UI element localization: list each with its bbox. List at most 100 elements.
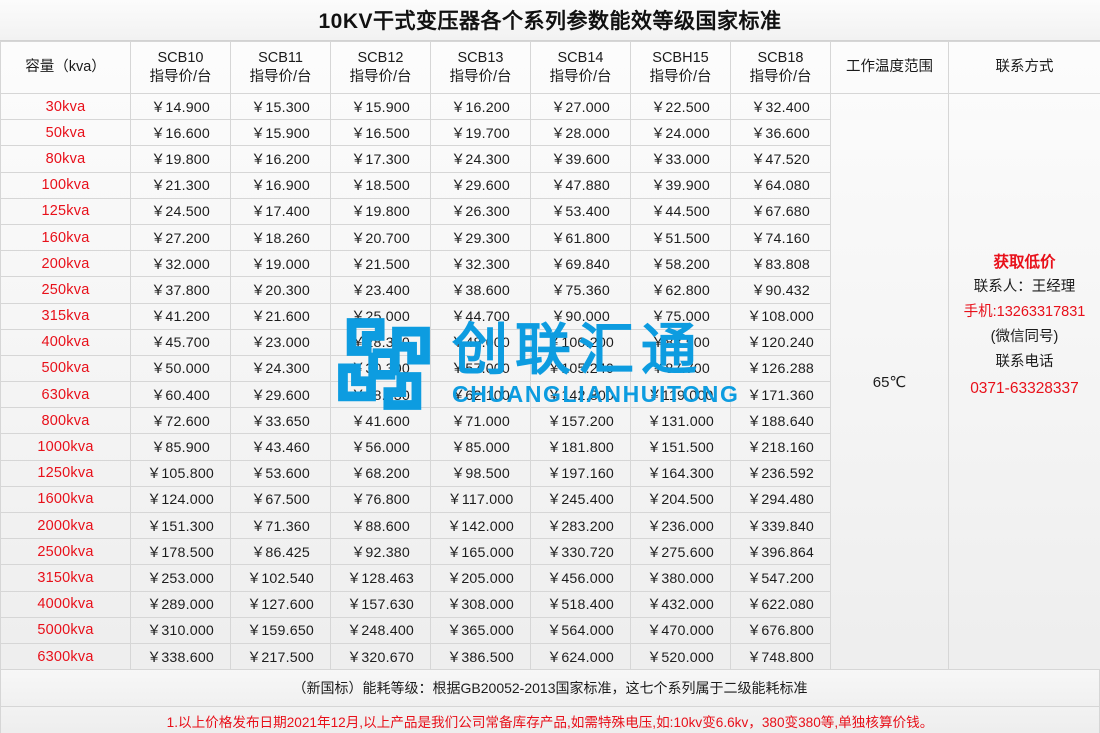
table-row: 1250kva ￥105.800 ￥53.600 ￥68.200 ￥98.500 ￥197… [0,459,1100,487]
page-title-row: 10KV干式变压器各个系列参数能效等级国家标准 [0,0,1100,41]
cell-price: ￥338.600 [130,642,231,671]
cell-price: ￥217.500 [230,642,331,671]
cell-price: ￥29.600 [230,381,331,409]
cell-price: ￥30.300 [330,354,431,383]
header-cell-scb12: SCB12 指导价/台 [330,41,431,94]
cell-price: ￥23.000 [230,328,331,356]
header-cell-temperature: 工作温度范围 [830,41,949,94]
cell-price: ￥85.900 [130,433,231,461]
cell-price: ￥124.000 [130,485,231,514]
cell-price: ￥142.800 [530,381,631,409]
cell-price: ￥308.000 [430,590,531,618]
cell-price: ￥676.800 [730,616,831,644]
cell-price: ￥75.000 [630,302,731,330]
cell-price: ￥67.680 [730,197,831,225]
cell-price: ￥117.000 [430,485,531,514]
cell-price: ￥248.400 [330,616,431,644]
cell-capacity: 125kva [0,197,131,225]
cell-price: ￥16.500 [330,119,431,147]
cell-price: ￥380.000 [630,564,731,592]
cell-price: ￥19.800 [330,197,431,225]
cell-price: ￥432.000 [630,590,731,618]
contact-wechat: (微信同号) [990,329,1059,346]
price-table: 容量（kva） SCB10 指导价/台 SCB11 指导价/台 SCB12 指导… [0,41,1100,671]
cell-price: ￥386.500 [430,642,531,671]
cell-price: ￥68.200 [330,459,431,487]
cell-price: ￥51.500 [630,223,731,252]
cell-price: ￥236.592 [730,459,831,487]
table-body: 30kva ￥14.900 ￥15.300 ￥15.900 ￥16.200 ￥27.000… [0,92,1100,671]
table-row: 315kva ￥41.200 ￥21.600 ￥25.000 ￥44.700 ￥90.00… [0,302,1100,330]
cell-price: ￥47.520 [730,145,831,173]
cell-price: ￥19.000 [230,250,331,278]
cell-price: ￥19.700 [430,119,531,147]
cell-price: ￥27.000 [530,92,631,121]
cell-capacity: 5000kva [0,616,131,644]
cell-price: ￥62.100 [430,381,531,409]
cell-price: ￥28.000 [530,119,631,147]
cell-price: ￥339.840 [730,511,831,540]
contact-panel: 获取低价 联系人：王经理 手机:13263317831 (微信同号) 联系电话 0371-… [949,254,1100,509]
cell-price: ￥108.000 [730,302,831,330]
cell-capacity: 2500kva [0,538,131,566]
cell-price: ￥15.900 [330,92,431,121]
cell-price: ￥29.600 [430,171,531,199]
table-row: 4000kva ￥289.000 ￥127.600 ￥157.630 ￥308.000 ￥… [0,590,1100,618]
cell-price: ￥17.300 [330,145,431,173]
cell-contact: 获取低价 联系人：王经理 手机:13263317831 (微信同号) 联系电话 0371-… [948,92,1100,671]
red-notes: 1.以上价格发布日期2021年12月,以上产品是我们公司常备库存产品,如需特殊电… [0,707,1100,733]
page-title: 10KV干式变压器各个系列参数能效等级国家标准 [318,10,782,33]
cell-price: ￥119.000 [630,381,731,409]
cell-price: ￥218.160 [730,433,831,461]
header-cell-contact: 联系方式 [948,41,1100,94]
cell-price: ￥56.000 [330,433,431,461]
header-cell-scb13: SCB13 指导价/台 [430,41,531,94]
cell-capacity: 630kva [0,381,131,409]
cell-price: ￥283.200 [530,511,631,540]
header-cell-scbh15: SCBH15 指导价/台 [630,41,731,94]
contact-heading: 获取低价 [993,254,1056,272]
cell-price: ￥294.480 [730,485,831,514]
table-row: 2000kva ￥151.300 ￥71.360 ￥88.600 ￥142.000 ￥28… [0,511,1100,540]
table-row: 800kva ￥72.600 ￥33.650 ￥41.600 ￥71.000 ￥157.2… [0,407,1100,435]
cell-price: ￥41.200 [130,302,231,330]
cell-price: ￥53.400 [530,197,631,225]
cell-capacity: 800kva [0,407,131,435]
cell-price: ￥105.240 [530,354,631,383]
cell-price: ￥16.600 [130,119,231,147]
cell-price: ￥128.463 [330,564,431,592]
cell-price: ￥126.288 [730,354,831,383]
cell-price: ￥396.864 [730,538,831,566]
cell-capacity: 1250kva [0,459,131,487]
cell-price: ￥320.670 [330,642,431,671]
contact-mobile[interactable]: 手机:13263317831 [963,304,1086,321]
cell-price: ￥16.900 [230,171,331,199]
cell-price: ￥275.600 [630,538,731,566]
cell-price: ￥17.400 [230,197,331,225]
table-row: 250kva ￥37.800 ￥20.300 ￥23.400 ￥38.600 ￥75.36… [0,276,1100,304]
cell-price: ￥19.800 [130,145,231,173]
cell-price: ￥131.000 [630,407,731,435]
table-row: 1600kva ￥124.000 ￥67.500 ￥76.800 ￥117.000 ￥24… [0,485,1100,514]
cell-price: ￥43.460 [230,433,331,461]
cell-price: ￥520.000 [630,642,731,671]
cell-price: ￥38.330 [330,381,431,409]
contact-phone[interactable]: 0371-63328337 [970,379,1079,397]
cell-price: ￥330.720 [530,538,631,566]
cell-price: ￥45.700 [130,328,231,356]
header-cell-scb14: SCB14 指导价/台 [530,41,631,94]
cell-price: ￥90.000 [530,302,631,330]
cell-price: ￥72.600 [130,407,231,435]
cell-price: ￥22.500 [630,92,731,121]
cell-price: ￥26.300 [430,197,531,225]
cell-price: ￥16.200 [430,92,531,121]
cell-price: ￥32.000 [130,250,231,278]
red-note-1: 1.以上价格发布日期2021年12月,以上产品是我们公司常备库存产品,如需特殊电… [166,715,934,731]
cell-price: ￥75.360 [530,276,631,304]
cell-price: ￥15.300 [230,92,331,121]
cell-price: ￥100.200 [530,328,631,356]
cell-price: ￥90.432 [730,276,831,304]
cell-capacity: 315kva [0,302,131,330]
cell-price: ￥85.000 [430,433,531,461]
